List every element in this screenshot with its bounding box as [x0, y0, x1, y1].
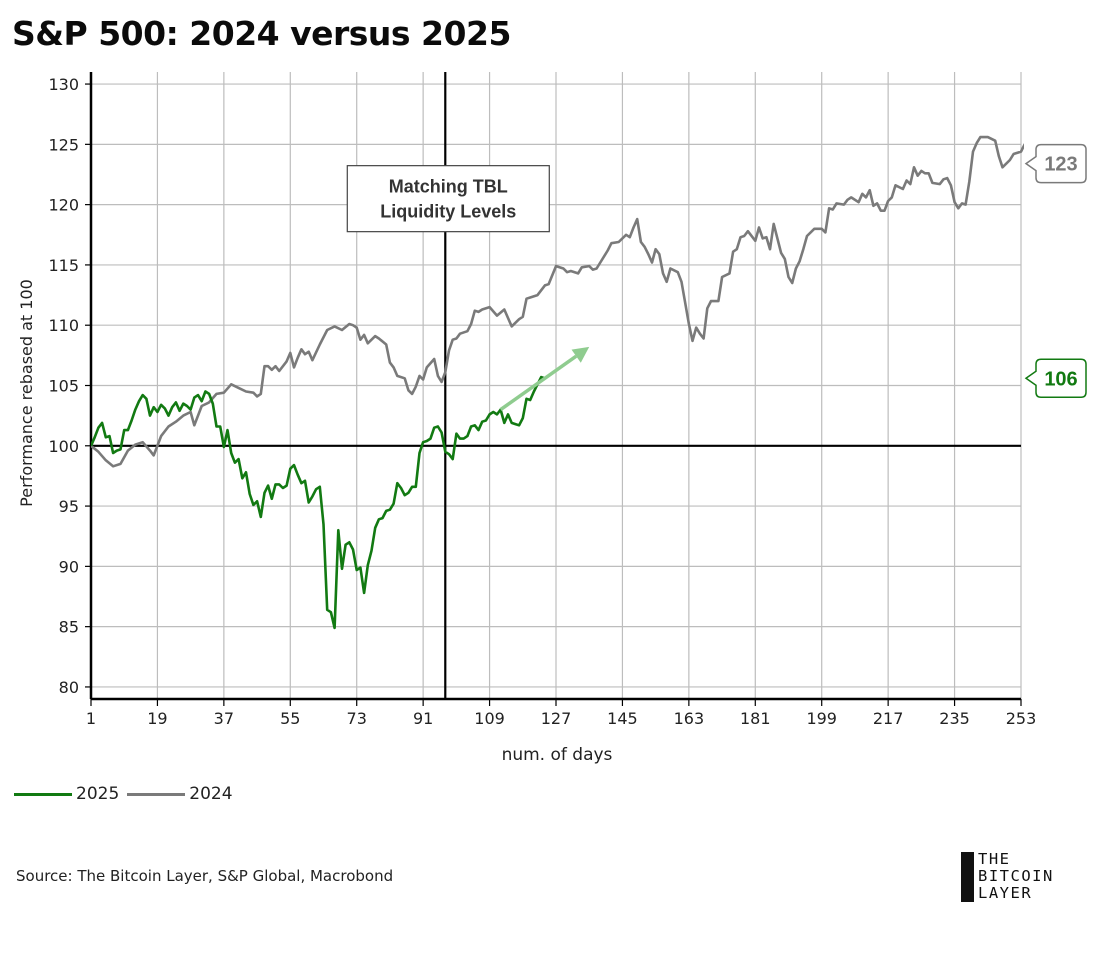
legend-swatch-2025 — [14, 792, 72, 796]
x-tick-label: 217 — [873, 709, 904, 728]
source-text: Source: The Bitcoin Layer, S&P Global, M… — [16, 867, 394, 885]
y-tick-label: 105 — [48, 377, 79, 396]
annotation-text-line1: Matching TBL — [389, 177, 508, 197]
series-line-2025 — [91, 375, 546, 630]
end-label-2024-text: 123 — [1044, 154, 1077, 176]
x-tick-label: 127 — [541, 709, 572, 728]
y-tick-label: 130 — [48, 75, 79, 94]
end-label-2025-text: 106 — [1044, 368, 1077, 390]
trend-arrow-head — [571, 346, 590, 363]
x-tick-label: 1 — [86, 709, 96, 728]
series-line-2024 — [91, 135, 1024, 468]
x-tick-label: 73 — [347, 709, 367, 728]
y-tick-label: 110 — [48, 316, 79, 335]
annotation-text-line2: Liquidity Levels — [380, 202, 516, 222]
y-tick-label: 125 — [48, 135, 79, 154]
end-label-2025-box — [1024, 358, 1087, 399]
x-tick-label: 253 — [1006, 709, 1037, 728]
y-tick-label: 80 — [59, 678, 79, 697]
y-tick-label: 100 — [48, 437, 79, 456]
legend: 2025 2024 — [14, 784, 241, 804]
y-tick-label: 90 — [59, 557, 79, 576]
x-tick-label: 109 — [474, 709, 505, 728]
legend-swatch-2024 — [127, 792, 186, 796]
legend-label-2025: 2025 — [76, 784, 120, 804]
x-tick-label: 235 — [939, 709, 970, 728]
y-tick-label: 95 — [59, 497, 79, 516]
source-note: Source: The Bitcoin Layer, S&P Global, M… — [16, 867, 393, 885]
legend-item-2025[interactable]: 2025 — [14, 784, 119, 804]
tick-layer: 1 19 37 55 73 91 109 127 145 163 181 199 217 235 253 80… — [48, 75, 1036, 728]
x-tick-label: 163 — [674, 709, 705, 728]
x-tick-label: 55 — [280, 709, 300, 728]
legend-item-2024[interactable]: 2024 — [127, 784, 233, 804]
logo-mark — [961, 852, 974, 902]
bitcoin-layer-logo: THE BITCOIN LAYER — [961, 850, 1091, 904]
annotation-layer: Matching TBL Liquidity Levels 106 123 — [346, 143, 1087, 412]
y-axis-label: Performance rebased at 100 — [17, 279, 36, 507]
y-tick-label: 120 — [48, 196, 79, 215]
x-tick-label: 145 — [607, 709, 638, 728]
end-label-2024-box — [1024, 143, 1087, 184]
chart-title: S&P 500: 2024 versus 2025 — [12, 14, 511, 53]
y-tick-label: 115 — [48, 256, 79, 275]
x-tick-label: 37 — [214, 709, 234, 728]
x-tick-label: 181 — [740, 709, 771, 728]
legend-label-2024: 2024 — [189, 784, 233, 804]
x-tick-label: 199 — [806, 709, 837, 728]
logo-wordmark: THE BITCOIN LAYER — [978, 850, 1054, 902]
x-tick-label: 91 — [413, 709, 433, 728]
x-tick-label: 19 — [147, 709, 167, 728]
trend-arrow-shaft — [499, 354, 578, 412]
y-tick-label: 85 — [59, 618, 79, 637]
annotation-box — [346, 165, 550, 233]
x-axis-label: num. of days — [502, 745, 613, 765]
series-layer — [91, 135, 1024, 630]
